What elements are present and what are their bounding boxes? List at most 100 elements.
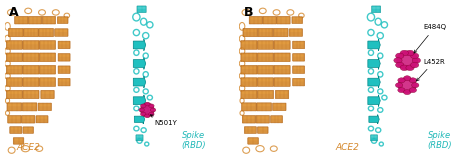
FancyBboxPatch shape [23, 78, 39, 86]
FancyBboxPatch shape [256, 115, 269, 123]
FancyBboxPatch shape [245, 128, 255, 130]
FancyBboxPatch shape [289, 29, 302, 36]
FancyBboxPatch shape [40, 79, 55, 81]
FancyBboxPatch shape [7, 92, 21, 94]
FancyBboxPatch shape [23, 65, 39, 74]
FancyBboxPatch shape [6, 90, 22, 99]
FancyBboxPatch shape [250, 18, 262, 20]
FancyBboxPatch shape [275, 42, 289, 44]
FancyBboxPatch shape [7, 67, 21, 69]
FancyBboxPatch shape [42, 16, 55, 24]
FancyBboxPatch shape [58, 54, 70, 61]
Circle shape [409, 78, 417, 83]
FancyBboxPatch shape [242, 42, 256, 44]
FancyArrow shape [368, 76, 380, 88]
FancyBboxPatch shape [292, 54, 305, 61]
FancyBboxPatch shape [42, 92, 54, 94]
FancyBboxPatch shape [259, 30, 272, 32]
FancyBboxPatch shape [292, 17, 302, 24]
FancyBboxPatch shape [273, 104, 285, 106]
FancyBboxPatch shape [16, 18, 27, 20]
FancyBboxPatch shape [274, 53, 290, 62]
FancyBboxPatch shape [28, 16, 42, 24]
FancyBboxPatch shape [22, 103, 37, 111]
FancyBboxPatch shape [274, 65, 290, 74]
Text: E484Q: E484Q [414, 24, 446, 53]
FancyBboxPatch shape [13, 138, 24, 144]
FancyBboxPatch shape [9, 30, 22, 32]
FancyBboxPatch shape [292, 66, 305, 73]
FancyArrow shape [133, 39, 146, 51]
Circle shape [409, 88, 417, 93]
FancyBboxPatch shape [242, 67, 256, 69]
Text: A: A [9, 6, 19, 19]
FancyBboxPatch shape [276, 92, 288, 94]
Circle shape [394, 58, 402, 63]
Circle shape [406, 65, 414, 71]
FancyBboxPatch shape [275, 79, 289, 81]
FancyBboxPatch shape [9, 117, 20, 119]
FancyBboxPatch shape [263, 16, 276, 24]
FancyBboxPatch shape [257, 127, 268, 133]
Circle shape [400, 65, 409, 71]
FancyBboxPatch shape [293, 67, 304, 69]
FancyBboxPatch shape [241, 78, 257, 86]
Circle shape [140, 104, 146, 108]
FancyBboxPatch shape [371, 136, 377, 137]
FancyBboxPatch shape [243, 104, 255, 106]
FancyBboxPatch shape [7, 54, 21, 57]
Circle shape [145, 102, 150, 106]
Circle shape [398, 88, 405, 93]
FancyBboxPatch shape [58, 18, 67, 20]
FancyBboxPatch shape [7, 42, 21, 44]
FancyBboxPatch shape [274, 41, 290, 49]
Text: ACE2: ACE2 [16, 143, 40, 152]
FancyBboxPatch shape [258, 79, 273, 81]
FancyBboxPatch shape [39, 65, 55, 74]
FancyBboxPatch shape [243, 117, 255, 119]
FancyBboxPatch shape [39, 28, 54, 37]
FancyArrow shape [133, 95, 146, 106]
FancyBboxPatch shape [58, 78, 70, 86]
FancyBboxPatch shape [6, 78, 22, 86]
FancyBboxPatch shape [241, 53, 257, 62]
Circle shape [403, 90, 411, 95]
FancyBboxPatch shape [273, 28, 288, 37]
FancyBboxPatch shape [6, 41, 22, 49]
FancyBboxPatch shape [10, 127, 22, 134]
Ellipse shape [140, 103, 154, 117]
Ellipse shape [398, 77, 416, 93]
FancyBboxPatch shape [242, 103, 256, 111]
FancyArrow shape [133, 58, 146, 69]
FancyBboxPatch shape [39, 41, 55, 49]
FancyBboxPatch shape [24, 67, 38, 69]
FancyBboxPatch shape [21, 115, 35, 123]
Circle shape [395, 83, 403, 88]
FancyBboxPatch shape [57, 17, 68, 24]
FancyBboxPatch shape [257, 41, 273, 49]
Circle shape [400, 50, 409, 56]
FancyBboxPatch shape [242, 115, 255, 123]
FancyBboxPatch shape [24, 128, 33, 130]
FancyBboxPatch shape [40, 67, 55, 69]
FancyBboxPatch shape [275, 54, 289, 57]
FancyBboxPatch shape [23, 104, 36, 106]
FancyBboxPatch shape [258, 92, 273, 94]
Circle shape [150, 108, 156, 112]
FancyBboxPatch shape [278, 18, 289, 20]
FancyBboxPatch shape [258, 42, 273, 44]
Circle shape [396, 62, 404, 68]
FancyBboxPatch shape [8, 104, 21, 106]
FancyBboxPatch shape [24, 79, 38, 81]
FancyBboxPatch shape [39, 53, 55, 62]
FancyBboxPatch shape [36, 116, 48, 123]
Circle shape [411, 83, 419, 88]
FancyBboxPatch shape [258, 67, 273, 69]
Circle shape [403, 76, 411, 81]
Text: L452R: L452R [417, 58, 445, 81]
Circle shape [140, 112, 146, 116]
FancyBboxPatch shape [275, 90, 289, 99]
FancyBboxPatch shape [241, 41, 257, 49]
FancyBboxPatch shape [29, 18, 41, 20]
FancyArrow shape [134, 115, 145, 124]
